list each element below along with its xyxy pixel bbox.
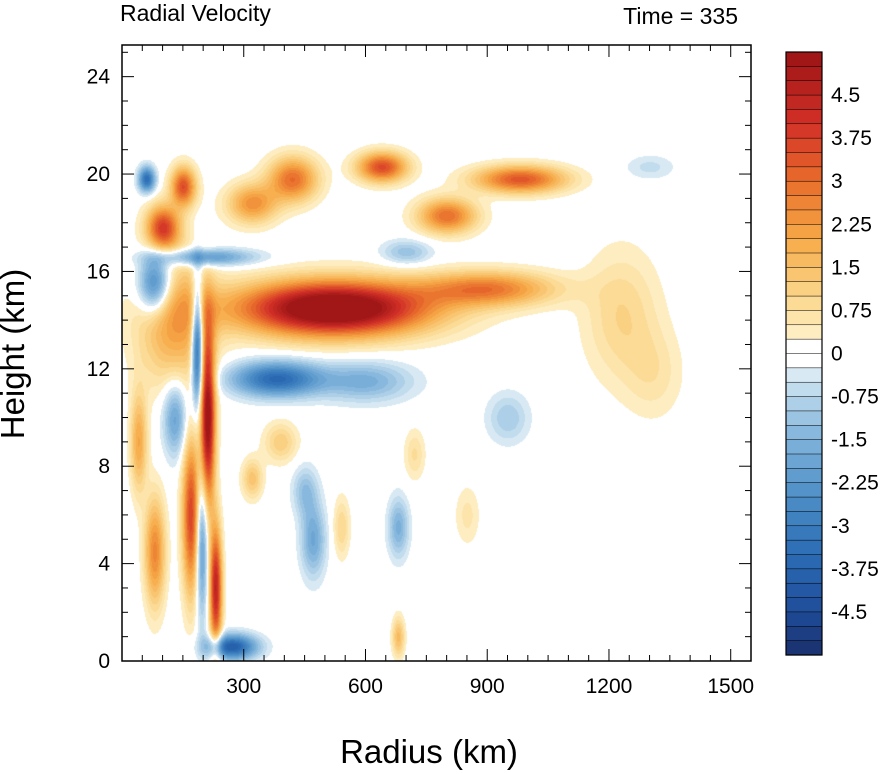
colorbar-bin (785, 496, 823, 512)
y-axis-label: Height (km) (0, 269, 31, 440)
colorbar-label: 3.75 (831, 127, 872, 150)
plot-frame (121, 44, 752, 662)
chart-title: Radial Velocity (120, 0, 271, 26)
colorbar-bin (785, 209, 823, 225)
colorbar-bin (785, 310, 823, 326)
colorbar-bin (785, 324, 823, 340)
colorbar-bin (785, 453, 823, 469)
colorbar-bin (785, 295, 823, 311)
y-tick-label: 16 (87, 260, 110, 283)
colorbar-label: -2.25 (831, 472, 879, 495)
colorbar-bin (785, 281, 823, 297)
colorbar-bin (785, 539, 823, 556)
colorbar-bin (785, 123, 823, 139)
colorbar-label: 4.5 (831, 84, 860, 107)
colorbar-bin (785, 166, 823, 182)
colorbar-bin (785, 152, 823, 168)
colorbar-bin (785, 525, 823, 541)
colorbar-bin (785, 396, 823, 412)
colorbar-bin (785, 224, 823, 240)
colorbar-label: 3 (831, 170, 843, 193)
colorbar-label: 1.5 (831, 256, 860, 279)
x-tick-label: 1200 (586, 675, 633, 698)
colorbar-bin (785, 238, 823, 254)
colorbar-label: -3.75 (831, 558, 879, 581)
chart-subtitle: Time = 335 (623, 3, 738, 29)
x-axis: 300 600 900 1200 1500 (141, 45, 754, 698)
colorbar-bin (785, 554, 823, 570)
colorbar-label: -3 (831, 515, 850, 538)
y-tick-label: 24 (87, 66, 111, 89)
colorbar-bin (785, 568, 823, 584)
colorbar-bin (785, 582, 823, 599)
colorbar-bin (785, 338, 823, 355)
x-tick-label: 1500 (707, 675, 754, 698)
y-tick-label: 8 (98, 455, 110, 478)
colorbar-label: -0.75 (831, 386, 879, 409)
y-tick-label: 0 (98, 650, 110, 673)
y-tick-label: 4 (98, 553, 110, 576)
colorbar-bin (785, 425, 823, 441)
x-axis-label: Radius (km) (340, 733, 518, 770)
colorbar-label: 0.75 (831, 299, 872, 322)
heatmap-field (122, 45, 751, 661)
colorbar-label: 2.25 (831, 213, 872, 236)
colorbar-bin (785, 367, 823, 383)
colorbar-bin (785, 468, 823, 484)
colorbar-bin (785, 511, 823, 527)
colorbar-bin (785, 195, 823, 211)
colorbar-bin (785, 640, 823, 656)
colorbar-frame (785, 51, 823, 656)
colorbar-label: -4.5 (831, 601, 867, 624)
colorbar-bin (785, 267, 823, 283)
y-tick-label: 20 (87, 163, 110, 186)
colorbar-bin (785, 180, 823, 197)
colorbar-bin (785, 410, 823, 426)
colorbar-bin (785, 51, 823, 67)
colorbar-bin (785, 597, 823, 613)
colorbar-bin (785, 482, 823, 498)
x-tick-label: 600 (348, 675, 383, 698)
colorbar-bin (785, 94, 823, 110)
colorbar-bin (785, 381, 823, 398)
colorbar-bin (785, 137, 823, 154)
colorbar-label: 0 (831, 343, 843, 366)
x-tick-label: 900 (470, 675, 505, 698)
colorbar-bin (785, 66, 823, 82)
colorbar: 4.5 3.75 3 2.25 1.5 0.75 0 -0.75 -1.5 -2.25 -3 -3.7… (785, 51, 879, 656)
colorbar-bin (785, 626, 823, 642)
y-axis: 0 4 8 12 16 20 24 (87, 51, 751, 673)
colorbar-bin (785, 353, 823, 369)
y-tick-label: 12 (87, 358, 110, 381)
heatmap-image (122, 45, 751, 661)
x-tick-label: 300 (226, 675, 261, 698)
colorbar-bin (785, 109, 823, 125)
colorbar-bin (785, 80, 823, 96)
colorbar-bin (785, 252, 823, 268)
colorbar-bin (785, 439, 823, 455)
colorbar-bin (785, 611, 823, 627)
colorbar-label: -1.5 (831, 429, 867, 452)
